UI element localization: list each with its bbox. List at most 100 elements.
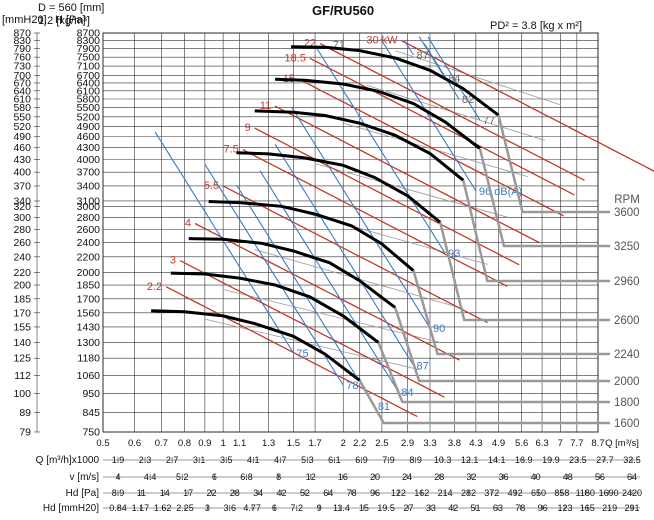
y-tick-label-pa: 5200 [77, 111, 101, 123]
y-tick-label-pa: 3700 [77, 167, 101, 179]
power-curve [319, 43, 585, 181]
x-tick-label: 1.7 [308, 438, 321, 449]
y-tick-label-pa: 4000 [77, 154, 101, 166]
y-tick-label-pa: 2400 [77, 237, 101, 249]
y-tick-label-mmh2o: 300 [13, 212, 31, 224]
scale-row-value: 27 [404, 503, 414, 513]
y-tick-label-pa: 1850 [77, 280, 101, 292]
y-tick-label-mmh2o: 170 [13, 307, 31, 319]
rpm-label: RPM [614, 194, 640, 206]
x-tick-label: 0.5 [96, 438, 109, 449]
scale-row-value: 282 [461, 488, 476, 498]
x-tick-label: 7 [558, 438, 563, 449]
scale-row-value: 4.7 [274, 455, 287, 465]
y-tick-label-mmh2o: 640 [13, 85, 31, 97]
x-tick-label: 5.6 [515, 438, 528, 449]
noise-label: 77 [483, 115, 495, 127]
y-tick-label-pa: 3100 [77, 195, 101, 207]
power-label: 11 [260, 100, 271, 112]
scale-row-value: 52 [300, 488, 310, 498]
y-tick-label-pa: 750 [82, 427, 100, 439]
scale-row-value: 12 [306, 472, 316, 482]
model-title: GF/RU560 [312, 3, 375, 18]
rpm-leader-line [358, 379, 610, 425]
scale-row-value: 372 [484, 488, 499, 498]
y-tick-label-mmh2o: 79 [19, 427, 31, 439]
y-tick-label-pa: 6100 [77, 85, 101, 97]
scale-row-value: 51 [471, 503, 481, 513]
power-label: 5.5 [204, 180, 219, 192]
y-tick-label-mmh2o: 260 [13, 237, 31, 249]
fan-curve-2240 [208, 200, 415, 272]
fan-curve-1600 [151, 309, 361, 382]
density-label: 1.2 [kg/m³] [38, 15, 90, 27]
scale-row-value: 33 [426, 503, 436, 513]
y-tick-label-mmh2o: 790 [13, 43, 31, 55]
scale-row-label: Q [m³/h]x1000 [36, 455, 100, 466]
y-tick-label-pa: 1430 [77, 321, 101, 333]
y-tick-label-pa: 3000 [77, 201, 101, 213]
y-tick-label-mmh2o: 100 [13, 388, 31, 400]
y-tick-label-mmh2o: 870 [13, 28, 31, 40]
scale-row-label: Hd [mmH20] [43, 503, 99, 514]
scale-row-value: 0.84 [109, 503, 127, 513]
scale-row-value: 6.8 [240, 472, 253, 482]
efficiency-ray [367, 85, 545, 141]
scale-row-value: 16 [338, 472, 348, 482]
x-tick-label: 4.9 [492, 438, 505, 449]
y-tick-label-mmh2o: 200 [13, 280, 31, 292]
noise-curve [404, 40, 414, 56]
y-tick-label-pa: 8300 [77, 35, 101, 47]
scale-row-value: 56 [595, 472, 605, 482]
y-tick-label-mmh2o: 760 [13, 52, 31, 64]
fan-curve-2600 [236, 151, 442, 224]
scale-row-value: 16.9 [515, 455, 533, 465]
scale-row-value: 291 [624, 503, 639, 513]
scale-row-value: 162 [414, 488, 429, 498]
scale-row-value: 32.5 [623, 455, 641, 465]
x-tick-label: 2.2 [353, 438, 366, 449]
scale-row-label: Hd [Pa] [66, 488, 100, 499]
scale-row-value: 15 [359, 503, 369, 513]
y-tick-label-pa: 845 [82, 407, 100, 419]
y-tick-label-mmh2o: 700 [13, 70, 31, 82]
y-tick-label-pa: 6700 [77, 70, 101, 82]
rpm-value: 2000 [614, 376, 640, 388]
power-curve [165, 286, 418, 418]
scale-row-value: 22 [206, 488, 216, 498]
scale-row-value: 123 [557, 503, 572, 513]
scale-row-value: 2.25 [176, 503, 194, 513]
pd2-label: PD² = 3.8 [kg x m²] [490, 20, 582, 32]
scale-row-value: 8.9 [409, 455, 422, 465]
y-tick-label-pa: 7900 [77, 43, 101, 55]
scale-row-value: 7.9 [382, 455, 395, 465]
scale-row-value: 14 [160, 488, 170, 498]
y-tick-label-pa: 1700 [77, 293, 101, 305]
rpm-value: 2240 [614, 349, 640, 361]
y-tick-label-mmh2o: 320 [13, 201, 31, 213]
scale-row-value: 78 [515, 503, 525, 513]
fan-curve-2960 [254, 109, 465, 182]
scale-row-value: 19.5 [377, 503, 395, 513]
noise-curve [423, 43, 460, 100]
noise-label: 78 [346, 380, 358, 392]
rpm-value: 3250 [614, 241, 640, 253]
power-curve [309, 57, 575, 196]
scale-row-value: 27.7 [596, 455, 614, 465]
scale-row-value: 28 [230, 488, 240, 498]
x-tick-label: 0.9 [198, 438, 211, 449]
noise-curve [380, 38, 477, 192]
y-tick-label-mmh2o: 550 [13, 111, 31, 123]
y-tick-label-mmh2o: 400 [13, 167, 31, 179]
scale-row-value: 12.1 [461, 455, 479, 465]
scale-row-value: 23.5 [569, 455, 587, 465]
y-tick-label-mmh2o: 490 [13, 131, 31, 143]
power-label: 9 [245, 122, 251, 134]
x-tick-label: 1.3 [262, 438, 275, 449]
power-curve [179, 260, 445, 398]
noise-curve [314, 45, 446, 254]
scale-row-value: 78 [347, 488, 357, 498]
x-tick-label: 7.7 [570, 438, 583, 449]
y-tick-label-mmh2o: 112 [14, 370, 31, 382]
